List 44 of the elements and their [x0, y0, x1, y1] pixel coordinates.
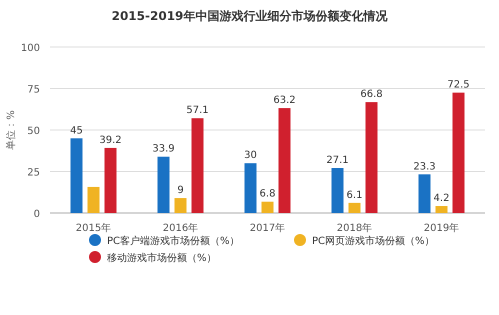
data-label: 6.1 [346, 190, 362, 201]
data-label: 72.5 [447, 80, 470, 91]
x-tick-label: 2015年 [76, 222, 112, 234]
data-label: 57.1 [186, 105, 209, 116]
y-tick-label: 50 [27, 126, 40, 137]
bar [332, 168, 344, 213]
legend-label: 移动游戏市场份额（%） [107, 252, 217, 264]
bar [88, 186, 100, 213]
bar [174, 198, 186, 213]
bar [158, 156, 170, 213]
x-tick-label: 2016年 [162, 222, 198, 234]
data-label: 4.2 [434, 193, 450, 204]
y-tick-label: 100 [20, 43, 40, 54]
data-label: 23.3 [413, 161, 436, 172]
data-label: 45 [70, 125, 83, 136]
bar [436, 206, 448, 213]
data-label: 39.2 [99, 134, 122, 146]
bar [192, 118, 204, 213]
x-tick-label: 2019年 [424, 222, 460, 234]
bar [244, 163, 256, 213]
y-tick-label: 75 [27, 84, 40, 96]
legend-label: PC网页游戏市场份额（%） [312, 235, 435, 247]
x-tick-label: 2017年 [250, 222, 286, 234]
x-tick-label: 2018年 [336, 222, 372, 234]
data-label: 33.9 [152, 144, 175, 155]
y-tick-label: 25 [27, 168, 40, 178]
data-label: 63.2 [273, 95, 296, 106]
bar [104, 148, 116, 213]
data-label: 9 [177, 185, 184, 196]
data-label: 66.8 [360, 89, 383, 100]
bar [70, 138, 82, 213]
bar [452, 92, 464, 213]
data-label: 27.1 [326, 155, 349, 166]
y-axis-title: 单位：% [5, 110, 17, 150]
bar [348, 202, 360, 213]
bar [366, 102, 378, 213]
chart-title: 2015-2019年中国游戏行业细分市场份额变化情况 [112, 9, 388, 23]
data-label: 6.8 [260, 188, 276, 200]
bar [418, 174, 430, 213]
data-label: 30 [244, 150, 257, 162]
y-tick-label: 0 [34, 209, 40, 220]
legend-label: PC客户端游戏市场份额（%） [107, 235, 240, 247]
bar [262, 202, 274, 213]
bar [278, 108, 290, 213]
